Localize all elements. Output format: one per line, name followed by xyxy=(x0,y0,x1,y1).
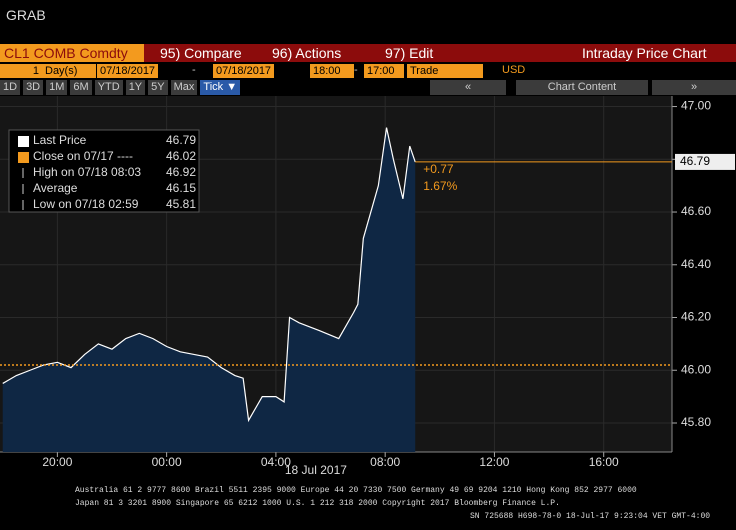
range-button[interactable]: 1Y xyxy=(125,80,146,95)
legend-label: Close on 07/17 ---- xyxy=(33,149,133,163)
legend-label: High on 07/18 08:03 xyxy=(33,165,141,179)
start-date[interactable]: 07/18/2017 xyxy=(97,64,159,78)
legend-box xyxy=(8,129,200,213)
y-tick-label: 46.40 xyxy=(681,257,711,271)
legend-label: Low on 07/18 02:59 xyxy=(33,197,139,211)
security-field[interactable]: CL1 COMB Comdty xyxy=(0,44,144,62)
x-tick-label: 20:00 xyxy=(42,455,72,469)
end-time[interactable]: 17:00 xyxy=(364,64,404,78)
legend-value: 46.15 xyxy=(166,181,196,195)
y-tick-label: 46.60 xyxy=(681,204,711,218)
y-tick-label: 46.20 xyxy=(681,310,711,324)
x-tick-label: 04:00 xyxy=(261,455,291,469)
legend-label: Last Price xyxy=(33,133,87,147)
range-button[interactable]: 6M xyxy=(70,80,92,95)
end-date[interactable]: 07/18/2017 xyxy=(213,64,275,78)
range-button[interactable]: 3D xyxy=(23,80,44,95)
legend-label: Average xyxy=(33,181,78,195)
chart: 45.8046.0046.2046.4046.6046.8047.0020:00… xyxy=(0,96,736,477)
legend-swatch xyxy=(18,136,29,147)
time-separator: - xyxy=(354,64,358,76)
y-tick-label: 47.00 xyxy=(681,99,711,113)
last-price-tag xyxy=(675,153,735,170)
currency: USD xyxy=(502,64,526,76)
period-unit[interactable]: Day(s) xyxy=(42,64,96,78)
next-button[interactable]: » xyxy=(652,80,736,95)
x-axis-label: 18 Jul 2017 xyxy=(285,463,347,477)
change-annotation: 1.67% xyxy=(423,179,457,193)
range-button[interactable]: 1D xyxy=(0,80,21,95)
chart-content-button[interactable]: Chart Content xyxy=(516,80,648,95)
x-tick-label: 12:00 xyxy=(479,455,509,469)
legend-value: 45.81 xyxy=(166,197,196,211)
footer-line: SN 725688 H698-78-0 18-Jul-17 9:23:04 VE… xyxy=(470,512,711,521)
footer-line: Australia 61 2 9777 8600 Brazil 5511 239… xyxy=(75,486,637,495)
prev-button[interactable]: « xyxy=(430,80,506,95)
price-area xyxy=(2,127,416,453)
axis-background xyxy=(672,96,736,452)
legend-value: 46.79 xyxy=(166,133,196,147)
legend-swatch xyxy=(18,152,29,163)
footer-line: Japan 81 3 3201 8900 Singapore 65 6212 1… xyxy=(75,499,560,508)
range-button[interactable]: Max xyxy=(170,80,198,95)
legend-value: 46.02 xyxy=(166,149,196,163)
command-bar xyxy=(0,44,736,62)
price-line xyxy=(2,127,416,423)
compare-button[interactable]: 95) Compare xyxy=(160,45,242,61)
period-count[interactable]: 1 xyxy=(0,64,42,78)
start-time[interactable]: 18:00 xyxy=(310,64,354,78)
actions-button[interactable]: 96) Actions xyxy=(272,45,342,61)
field-select[interactable]: Trade xyxy=(407,64,483,78)
y-tick-label: 46.00 xyxy=(681,362,711,376)
x-tick-label: 16:00 xyxy=(589,455,619,469)
range-button[interactable]: 5Y xyxy=(148,80,168,95)
x-tick-label: 00:00 xyxy=(152,455,182,469)
last-price-label: 46.79 xyxy=(680,154,710,168)
change-annotation: +0.77 xyxy=(423,162,454,176)
legend-value: 46.92 xyxy=(166,165,196,179)
date-separator: - xyxy=(192,64,196,76)
range-button[interactable]: Tick ▼ xyxy=(200,80,241,95)
window-title: GRAB xyxy=(6,7,46,23)
edit-button[interactable]: 97) Edit xyxy=(385,45,434,61)
y-tick-label: 45.80 xyxy=(681,415,711,429)
x-tick-label: 08:00 xyxy=(370,455,400,469)
range-button[interactable]: YTD xyxy=(94,80,123,95)
view-title: Intraday Price Chart xyxy=(582,45,707,61)
range-button[interactable]: 1M xyxy=(46,80,68,95)
